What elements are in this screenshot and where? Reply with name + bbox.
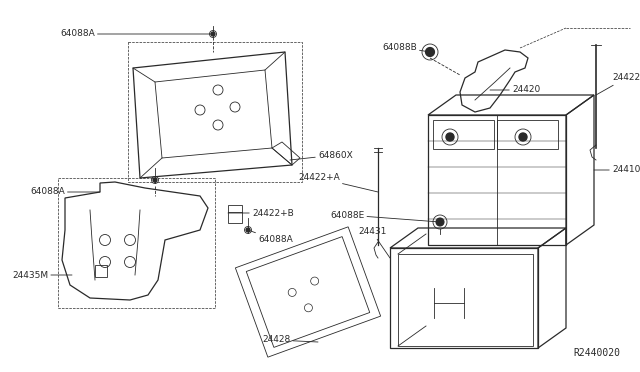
Circle shape	[211, 32, 215, 36]
Text: 24435M: 24435M	[12, 270, 72, 279]
Bar	[428, 115, 566, 245]
Text: 24431: 24431	[358, 228, 390, 258]
Text: 64088B: 64088B	[382, 42, 430, 52]
Text: 24410: 24410	[594, 166, 640, 174]
Text: 24428: 24428	[262, 336, 318, 344]
Text: 24422: 24422	[596, 74, 640, 95]
Text: 64088A: 64088A	[60, 29, 213, 38]
Circle shape	[519, 133, 527, 141]
Circle shape	[246, 228, 250, 232]
Bar	[95, 265, 107, 277]
Text: 64088E: 64088E	[330, 211, 440, 222]
Text: R2440020: R2440020	[573, 348, 620, 358]
Bar	[228, 205, 242, 223]
Circle shape	[153, 178, 157, 182]
Bar	[390, 248, 538, 348]
Text: 64088A: 64088A	[248, 230, 292, 244]
Text: 64860X: 64860X	[290, 151, 353, 160]
Circle shape	[446, 133, 454, 141]
Text: 24422+A: 24422+A	[298, 173, 378, 192]
Text: 24422+B: 24422+B	[228, 208, 294, 218]
Text: 24420: 24420	[490, 86, 540, 94]
Text: 64088A: 64088A	[30, 187, 100, 196]
Bar	[433, 120, 493, 148]
Bar	[497, 120, 557, 148]
Circle shape	[426, 48, 435, 57]
Circle shape	[436, 218, 444, 226]
